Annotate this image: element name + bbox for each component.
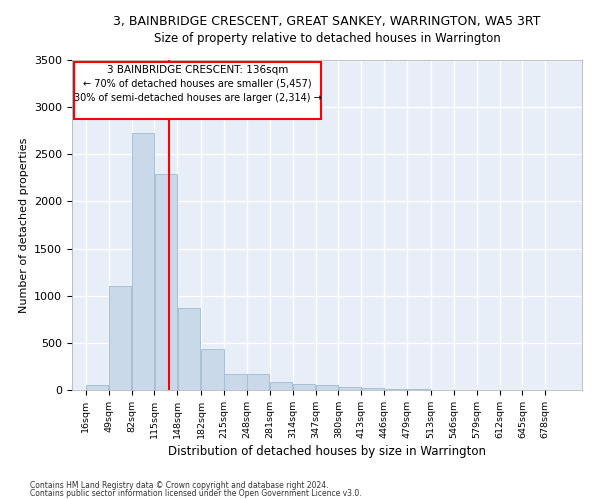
Bar [270,382,292,390]
X-axis label: Distribution of detached houses by size in Warrington: Distribution of detached houses by size … [168,445,486,458]
Bar [338,386,361,390]
Text: 30% of semi-detached houses are larger (2,314) →: 30% of semi-detached houses are larger (… [74,94,322,104]
FancyBboxPatch shape [74,62,321,120]
Bar [316,386,338,390]
Bar [224,374,247,390]
Bar [109,286,131,390]
Text: Contains public sector information licensed under the Open Government Licence v3: Contains public sector information licen… [30,489,362,498]
Bar [385,389,407,390]
Bar [293,384,316,390]
Text: 3, BAINBRIDGE CRESCENT, GREAT SANKEY, WARRINGTON, WA5 3RT: 3, BAINBRIDGE CRESCENT, GREAT SANKEY, WA… [113,14,541,28]
Bar [132,132,154,390]
Bar [178,308,200,390]
Y-axis label: Number of detached properties: Number of detached properties [19,138,29,312]
Bar [362,388,384,390]
Text: 3 BAINBRIDGE CRESCENT: 136sqm: 3 BAINBRIDGE CRESCENT: 136sqm [107,64,289,74]
Bar [407,389,430,390]
Bar [247,374,269,390]
Text: ← 70% of detached houses are smaller (5,457): ← 70% of detached houses are smaller (5,… [83,78,312,88]
Bar [201,350,224,390]
Bar [86,386,109,390]
Bar [155,174,177,390]
Text: Size of property relative to detached houses in Warrington: Size of property relative to detached ho… [154,32,500,45]
Text: Contains HM Land Registry data © Crown copyright and database right 2024.: Contains HM Land Registry data © Crown c… [30,480,329,490]
